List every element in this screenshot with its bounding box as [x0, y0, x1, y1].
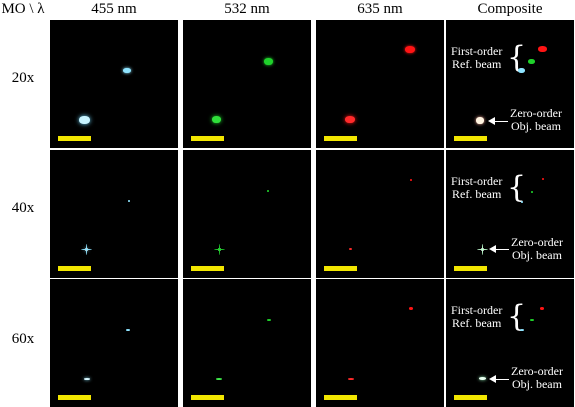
panel-40x-635nm: [316, 150, 444, 278]
first-order-spot-green: [530, 319, 534, 321]
scale-bar: [58, 266, 91, 271]
zero-order-spot-red: [345, 116, 355, 123]
scale-bar: [324, 395, 357, 400]
brace-icon: {: [507, 40, 527, 75]
arrow-line: [495, 249, 509, 250]
arrow-left-icon: [489, 375, 496, 383]
first-order-spot-blue: [521, 201, 523, 203]
scale-bar: [191, 266, 224, 271]
scale-bar: [191, 136, 224, 141]
zero-order-label: Zero-order Obj. beam: [511, 364, 563, 391]
first-order-spot-red: [409, 307, 413, 310]
first-order-spot-blue: [128, 200, 130, 202]
first-order-spot-red: [405, 46, 415, 53]
zero-order-spot-green: [212, 116, 221, 123]
zero-order-spot-red: [348, 378, 354, 380]
zero-order-spot-green: [216, 378, 222, 380]
zero-order-spot-blue: [79, 116, 90, 124]
scale-bar: [324, 136, 357, 141]
arrow-line: [495, 379, 509, 380]
zero-order-label: Zero-order Obj. beam: [510, 106, 562, 133]
header-635nm: 635 nm: [357, 1, 403, 17]
header-composite: Composite: [477, 1, 543, 17]
zero-order-spot-red: [349, 248, 352, 250]
first-order-spot-red: [410, 179, 412, 181]
zero-order-spot: [476, 117, 484, 124]
panel-20x-composite: First-order Ref. beam { Zero-order Obj. …: [446, 20, 574, 148]
header-455nm: 455 nm: [91, 1, 137, 17]
panel-60x-composite: First-order Ref. beam { Zero-order Obj. …: [446, 279, 574, 407]
panel-60x-455nm: [50, 279, 178, 407]
first-order-spot-green: [531, 191, 533, 193]
arrow-left-icon: [489, 245, 496, 253]
brace-icon: {: [507, 299, 527, 334]
zero-order-flare: [214, 249, 225, 250]
first-order-spot-blue: [518, 68, 525, 73]
brace-icon: {: [507, 170, 527, 205]
row-label-60x: 60x: [11, 331, 35, 347]
first-order-spot-green: [267, 190, 269, 192]
zero-order-spot: [479, 377, 486, 380]
row-label-20x: 20x: [11, 70, 35, 86]
zero-order-flare: [477, 249, 488, 250]
zero-order-label: Zero-order Obj. beam: [511, 235, 563, 262]
first-order-spot-red: [538, 46, 547, 52]
panel-40x-532nm: [183, 150, 311, 278]
row-label-40x: 40x: [11, 200, 35, 216]
scale-bar: [454, 136, 487, 141]
first-order-label: First-order Ref. beam: [451, 44, 503, 71]
header-corner: MO \ λ: [1, 1, 45, 17]
scale-bar: [454, 395, 487, 400]
first-order-label: First-order Ref. beam: [451, 174, 503, 201]
arrow-line: [494, 121, 508, 122]
first-order-spot-blue: [123, 68, 131, 73]
first-order-spot-green: [264, 58, 273, 65]
first-order-spot-red: [542, 178, 544, 180]
panel-20x-532nm: [183, 20, 311, 148]
scale-bar: [58, 395, 91, 400]
first-order-spot-green: [267, 319, 271, 321]
zero-order-spot-blue: [84, 378, 90, 380]
panel-20x-635nm: [316, 20, 444, 148]
panel-40x-composite: First-order Ref. beam { Zero-order Obj. …: [446, 150, 574, 278]
panel-40x-455nm: [50, 150, 178, 278]
arrow-left-icon: [488, 117, 495, 125]
first-order-label: First-order Ref. beam: [451, 303, 503, 330]
zero-order-flare: [81, 249, 92, 250]
panel-60x-532nm: [183, 279, 311, 407]
header-532nm: 532 nm: [224, 1, 270, 17]
scale-bar: [58, 136, 91, 141]
panel-60x-635nm: [316, 279, 444, 407]
scale-bar: [324, 266, 357, 271]
first-order-spot-blue: [126, 329, 130, 331]
first-order-spot-blue: [520, 329, 524, 331]
panel-20x-455nm: [50, 20, 178, 148]
first-order-spot-green: [528, 59, 535, 64]
scale-bar: [454, 266, 487, 271]
first-order-spot-red: [540, 307, 544, 310]
scale-bar: [191, 395, 224, 400]
